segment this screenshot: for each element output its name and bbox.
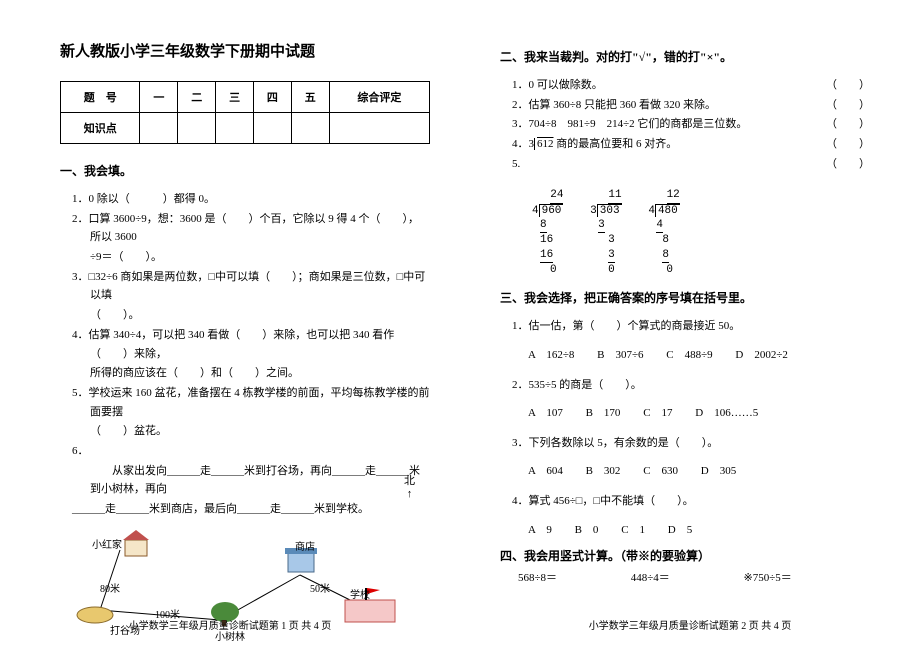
q6a: 从家出发向______走______米到打谷场，再向______走______米… (72, 462, 430, 499)
th: 四 (254, 82, 292, 113)
s3q2-opts: A 107 B 170 C 17 D 106……5 (500, 405, 870, 423)
table-row: 知识点 (61, 113, 430, 144)
q5a: 5．学校运来 160 盆花，准备摆在 4 栋教学楼的前面，平均每栋教学楼的前面要… (72, 384, 430, 421)
s3q3: 3．下列各数除以 5，有余数的是（ ）。 (512, 434, 870, 453)
s3q4-opts: A 9 B 0 C 1 D 5 (500, 522, 870, 540)
th: 题 号 (61, 82, 140, 113)
q3a: 3．□32÷6 商如果是两位数，□中可以填（ ）；商如果是三位数，□中可以填 (72, 268, 430, 305)
map-shop-label: 商店 (295, 538, 315, 553)
th: 五 (291, 82, 329, 113)
section-3-list: 1．估一估，第（ ）个算式的商最接近 50。 (500, 317, 870, 336)
th: 二 (178, 82, 216, 113)
table-row: 题 号 一 二 三 四 五 综合评定 (61, 82, 430, 113)
section-2-head: 二、我来当裁判。对的打"√"，错的打"×"。 (500, 48, 870, 65)
map-diagram: 小红家 80米 打谷场 100米 小树林 商店 50米 学校 (70, 530, 420, 660)
th: 三 (216, 82, 254, 113)
s4e1: 568÷8＝ (518, 570, 608, 588)
q4a: 4．估算 340÷4，可以把 340 看做（ ）来除，也可以把 340 看作（ … (72, 326, 430, 363)
s3q3-opts: A 604 B 302 C 630 D 305 (500, 463, 870, 481)
section-2-list: 1．0 可以做除数。（ ） 2．估算 360÷8 只能把 360 看做 320 … (500, 76, 870, 173)
map-school-label: 学校 (350, 586, 370, 601)
s4e3: ※750÷5＝ (744, 570, 834, 588)
map-d50: 50米 (310, 580, 330, 595)
td-label: 知识点 (61, 113, 140, 144)
section-4-head: 四、我会用竖式计算。（带※的要验算） (500, 547, 870, 564)
q2a: 2．口算 3600÷9，想：3600 是（ ）个百，它除以 9 得 4 个（ ）… (72, 210, 430, 247)
s3q1: 1．估一估，第（ ）个算式的商最接近 50。 (512, 317, 870, 336)
north-arrow-icon: ↑ (407, 488, 413, 500)
footer-left: 小学数学三年级月质量诊断试题第 1 页 共 4 页 (0, 617, 460, 632)
map-d80: 80米 (100, 580, 120, 595)
section-1-list: 1．0 除以（ ）都得 0。 2．口算 3600÷9，想：3600 是（ ）个百… (60, 190, 430, 519)
exam-page: 新人教版小学三年级数学下册期中试题 题 号 一 二 三 四 五 综合评定 知识点… (0, 0, 920, 650)
s3q4: 4．算式 456÷□，□中不能填（ ）。 (512, 492, 870, 511)
map-home-label: 小红家 (92, 536, 122, 551)
s2q2: 2．估算 360÷8 只能把 360 看做 320 来除。（ ） (512, 96, 870, 115)
section-3-head: 三、我会选择，把正确答案的序号填在括号里。 (500, 289, 870, 306)
right-column: 二、我来当裁判。对的打"√"，错的打"×"。 1．0 可以做除数。（ ） 2．估… (460, 0, 920, 650)
s2q5: 5.（ ） (512, 155, 870, 174)
q2b: ÷9＝（ ）。 (72, 248, 430, 267)
s3q1-opts: A 162÷8 B 307÷6 C 488÷9 D 2002÷2 (500, 347, 870, 365)
section-4-exprs: 568÷8＝ 448÷4＝ ※750÷5＝ (500, 570, 870, 588)
s3q2: 2．535÷5 的商是（ ）。 (512, 376, 870, 395)
left-column: 新人教版小学三年级数学下册期中试题 题 号 一 二 三 四 五 综合评定 知识点… (0, 0, 460, 650)
exam-title: 新人教版小学三年级数学下册期中试题 (60, 40, 430, 61)
q6b: ______走______米到商店，最后向______走______米到学校。 (72, 500, 430, 519)
long-division-row: 24 4960 8 16 16 0 11 3303 3 3 3 0 12 448… (500, 184, 870, 281)
score-table: 题 号 一 二 三 四 五 综合评定 知识点 (60, 81, 430, 144)
longdiv-c: 12 4480 4 8 8 0 (648, 188, 679, 277)
s2q1: 1．0 可以做除数。（ ） (512, 76, 870, 95)
longdiv-b: 11 3303 3 3 3 0 (590, 188, 621, 277)
s4e2: 448÷4＝ (631, 570, 721, 588)
section-1-head: 一、我会填。 (60, 162, 430, 179)
q3b: （ ）。 (72, 306, 430, 325)
footer-right: 小学数学三年级月质量诊断试题第 2 页 共 4 页 (460, 617, 920, 632)
q5b: （ ）盆花。 (72, 422, 430, 441)
th: 一 (140, 82, 178, 113)
north-indicator: 北 ↑ (404, 472, 415, 500)
s2q3: 3．704÷8 981÷9 214÷2 它们的商都是三位数。（ ） (512, 115, 870, 134)
q4b: 所得的商应该在（ ）和（ ）之间。 (72, 364, 430, 383)
longdiv-a: 24 4960 8 16 16 0 (532, 188, 563, 277)
th: 综合评定 (329, 82, 429, 113)
north-label: 北 (404, 475, 415, 487)
q6: 6． (72, 442, 430, 461)
q1: 1．0 除以（ ）都得 0。 (72, 190, 430, 209)
s2q4: 4．3612 商的最高位要和 6 对齐。（ ） (512, 135, 870, 154)
